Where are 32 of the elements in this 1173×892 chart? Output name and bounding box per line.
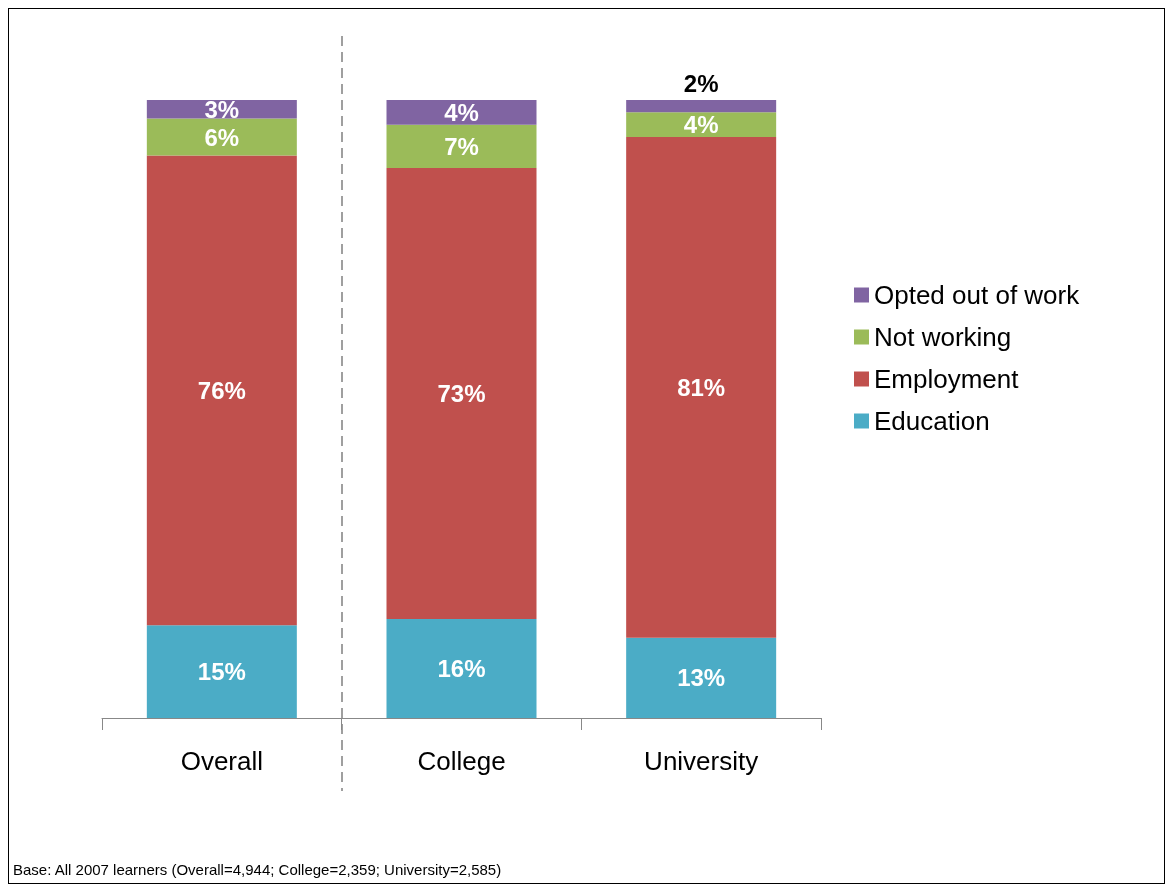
bar xyxy=(146,100,297,119)
bar xyxy=(146,155,297,626)
data-label: 73% xyxy=(437,380,486,408)
data-label: 7% xyxy=(444,132,479,160)
bar xyxy=(626,112,777,138)
bar xyxy=(386,619,537,718)
bar xyxy=(386,124,537,168)
data-label: 76% xyxy=(197,376,246,404)
x-tick-label: Overall xyxy=(180,746,264,776)
legend-label: Not working xyxy=(874,322,1012,352)
data-label: 81% xyxy=(677,373,726,401)
bar xyxy=(146,625,297,718)
data-label: 6% xyxy=(204,123,240,151)
data-label: 16% xyxy=(437,655,486,683)
bar xyxy=(626,137,777,638)
text: Base: All 2007 learners (Overall=4,944; College=2,359; University=2,585) xyxy=(13,861,502,878)
legend-label: Opted out of work xyxy=(874,280,1081,310)
bar xyxy=(626,100,777,113)
legend-label: Education xyxy=(874,406,990,436)
legend-label: Employment xyxy=(874,364,1020,394)
bar xyxy=(146,118,297,156)
data-label: 15% xyxy=(197,658,246,686)
data-label: 3% xyxy=(204,95,240,123)
bar xyxy=(386,100,537,125)
data-label: 2% xyxy=(683,69,719,97)
x-tick-label: College xyxy=(417,746,506,776)
data-label: 13% xyxy=(677,664,726,692)
data-label: 4% xyxy=(444,98,479,126)
x-tick-label: University xyxy=(644,746,759,776)
bar xyxy=(386,167,537,620)
data-label: 4% xyxy=(683,111,719,139)
bar xyxy=(626,637,777,718)
